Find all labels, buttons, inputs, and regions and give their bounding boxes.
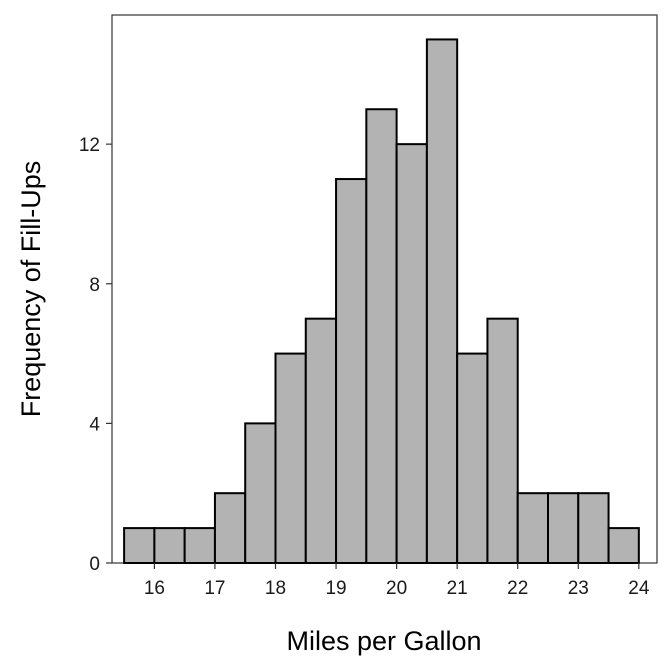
x-tick-label: 23 xyxy=(568,578,589,599)
bars-group xyxy=(123,38,640,565)
histogram-bar xyxy=(607,527,640,564)
histogram-bar xyxy=(153,527,186,564)
x-tick-label: 16 xyxy=(144,578,165,599)
y-tick-label: 4 xyxy=(89,414,100,435)
histogram-bar xyxy=(577,492,610,564)
histogram-bar xyxy=(183,527,216,564)
histogram-bar xyxy=(486,317,519,564)
x-axis-title: Miles per Gallon xyxy=(286,626,481,656)
y-axis-title: Frequency of Fill-Ups xyxy=(16,161,46,418)
x-tick-label: 17 xyxy=(204,578,225,599)
x-tick-label: 24 xyxy=(628,578,650,599)
histogram-bar xyxy=(516,492,550,564)
y-tick-label: 0 xyxy=(89,554,100,575)
histogram-bar xyxy=(456,352,489,564)
histogram-bar xyxy=(547,492,580,564)
histogram-bar xyxy=(304,317,338,564)
x-tick-label: 18 xyxy=(265,578,286,599)
y-tick-label: 8 xyxy=(89,275,100,296)
histogram-bar xyxy=(274,352,307,564)
y-tick-label: 12 xyxy=(79,135,100,156)
x-tick-label: 19 xyxy=(325,578,346,599)
x-tick-label: 20 xyxy=(386,578,407,599)
x-tick-label: 22 xyxy=(507,578,528,599)
histogram-bar xyxy=(365,108,398,564)
x-axis-ticks: 16 17 18 19 20 21 22 23 24 xyxy=(144,563,650,599)
histogram-bar xyxy=(213,492,247,564)
histogram-bar xyxy=(123,527,156,564)
histogram-bar xyxy=(335,178,368,564)
histogram-bar xyxy=(244,422,277,564)
histogram-bar xyxy=(425,38,459,565)
y-axis-ticks: 0 4 8 12 xyxy=(79,135,112,575)
x-tick-label: 21 xyxy=(447,578,468,599)
histogram-bar xyxy=(395,143,428,565)
